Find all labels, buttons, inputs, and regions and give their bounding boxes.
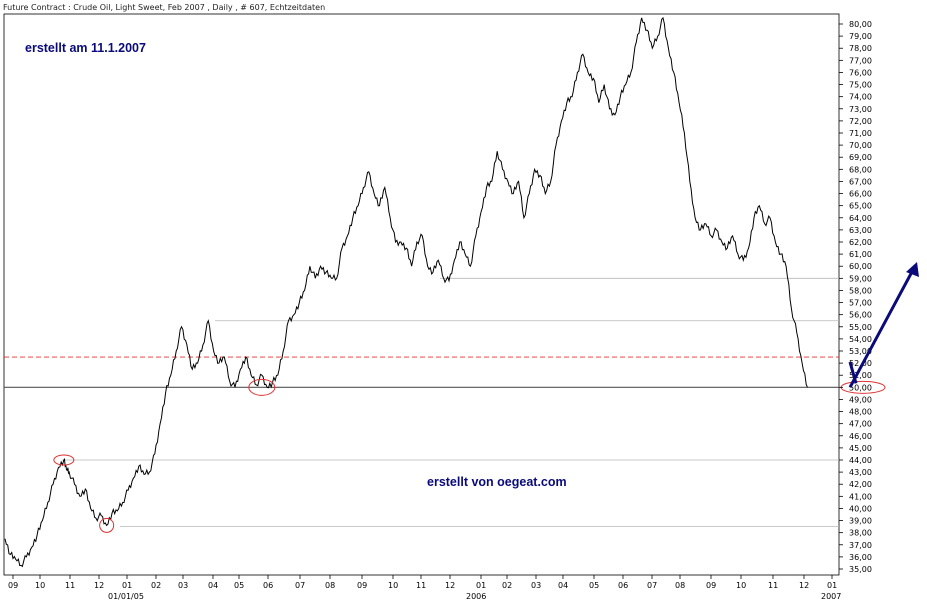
x-tick-label: 01 xyxy=(122,581,132,590)
y-tick-label: 72,00 xyxy=(849,117,872,126)
y-tick-label: 80,00 xyxy=(849,20,872,29)
y-tick-label: 58,00 xyxy=(849,286,872,295)
y-tick-label: 65,00 xyxy=(849,202,872,211)
y-tick-label: 53,00 xyxy=(849,347,872,356)
y-tick-label: 50,00 xyxy=(849,383,872,392)
y-tick-label: 55,00 xyxy=(849,323,872,332)
x-tick-label: 08 xyxy=(325,581,335,590)
y-tick-label: 75,00 xyxy=(849,81,872,90)
y-tick-label: 64,00 xyxy=(849,214,872,223)
y-tick-label: 47,00 xyxy=(849,420,872,429)
x-tick-label: 09 xyxy=(706,581,716,590)
y-tick-label: 62,00 xyxy=(849,238,872,247)
y-tick-label: 41,00 xyxy=(849,492,872,501)
y-tick-label: 54,00 xyxy=(849,335,872,344)
x-tick-label: 12 xyxy=(799,581,809,590)
highlight-circle xyxy=(248,378,276,396)
x-tick-label: 06 xyxy=(263,581,273,590)
x-tick-label: 09 xyxy=(357,581,367,590)
y-tick-label: 44,00 xyxy=(849,456,872,465)
y-tick-label: 79,00 xyxy=(849,32,872,41)
created-date-note: erstellt am 11.1.2007 xyxy=(25,41,146,55)
y-tick-label: 63,00 xyxy=(849,226,872,235)
y-tick-label: 61,00 xyxy=(849,250,872,259)
y-tick-label: 59,00 xyxy=(849,274,872,283)
y-tick-label: 52,00 xyxy=(849,359,872,368)
x-tick-label: 04 xyxy=(558,581,568,590)
price-series-line xyxy=(4,16,808,568)
y-tick-label: 74,00 xyxy=(849,93,872,102)
x-sub-label: 2007 xyxy=(821,592,841,601)
x-tick-label: 07 xyxy=(647,581,657,590)
y-tick-label: 40,00 xyxy=(849,504,872,513)
x-tick-label: 12 xyxy=(445,581,455,590)
created-by-note: erstellt von oegeat.com xyxy=(427,475,567,489)
y-tick-label: 42,00 xyxy=(849,480,872,489)
y-tick-label: 39,00 xyxy=(849,517,872,526)
y-tick-label: 73,00 xyxy=(849,105,872,114)
x-tick-label: 05 xyxy=(234,581,244,590)
y-tick-label: 37,00 xyxy=(849,541,872,550)
highlight-circle xyxy=(53,454,75,466)
x-tick-label: 12 xyxy=(94,581,104,590)
y-tick-label: 78,00 xyxy=(849,44,872,53)
y-tick-label: 46,00 xyxy=(849,432,872,441)
y-tick-label: 45,00 xyxy=(849,444,872,453)
y-tick-label: 57,00 xyxy=(849,299,872,308)
forecast-arrow-shaft xyxy=(848,267,916,389)
y-tick-label: 60,00 xyxy=(849,262,872,271)
y-tick-label: 70,00 xyxy=(849,141,872,150)
y-tick-label: 48,00 xyxy=(849,408,872,417)
y-tick-label: 76,00 xyxy=(849,68,872,77)
y-tick-label: 66,00 xyxy=(849,190,872,199)
forecast-arrow-lead xyxy=(848,361,858,384)
x-tick-label: 05 xyxy=(589,581,599,590)
y-tick-label: 77,00 xyxy=(849,56,872,65)
x-sub-label: 01/01/05 xyxy=(108,592,144,601)
y-tick-label: 49,00 xyxy=(849,395,872,404)
y-tick-label: 38,00 xyxy=(849,529,872,538)
x-tick-label: 09 xyxy=(8,581,18,590)
x-tick-label: 02 xyxy=(502,581,512,590)
x-sub-label: 2006 xyxy=(466,592,486,601)
x-tick-label: 01 xyxy=(476,581,486,590)
x-tick-label: 03 xyxy=(178,581,188,590)
x-tick-label: 07 xyxy=(295,581,305,590)
y-tick-label: 51,00 xyxy=(849,371,872,380)
highlight-circle xyxy=(99,517,115,533)
y-tick-label: 68,00 xyxy=(849,165,872,174)
forecast-arrow-head xyxy=(906,262,919,277)
x-tick-label: 10 xyxy=(388,581,398,590)
x-tick-label: 01 xyxy=(827,581,837,590)
y-tick-label: 36,00 xyxy=(849,553,872,562)
x-tick-label: 04 xyxy=(208,581,218,590)
x-tick-label: 03 xyxy=(531,581,541,590)
x-tick-label: 11 xyxy=(768,581,778,590)
y-tick-label: 35,00 xyxy=(849,565,872,574)
chart-title: Future Contract : Crude Oil, Light Sweet… xyxy=(3,3,325,12)
y-tick-label: 67,00 xyxy=(849,177,872,186)
x-tick-label: 10 xyxy=(736,581,746,590)
x-tick-label: 10 xyxy=(35,581,45,590)
x-tick-label: 06 xyxy=(618,581,628,590)
y-tick-label: 69,00 xyxy=(849,153,872,162)
x-tick-label: 02 xyxy=(151,581,161,590)
y-tick-label: 71,00 xyxy=(849,129,872,138)
x-tick-label: 11 xyxy=(416,581,426,590)
x-tick-label: 11 xyxy=(65,581,75,590)
plot-frame xyxy=(3,13,840,576)
y-tick-label: 56,00 xyxy=(849,311,872,320)
x-tick-label: 08 xyxy=(675,581,685,590)
y-tick-label: 43,00 xyxy=(849,468,872,477)
